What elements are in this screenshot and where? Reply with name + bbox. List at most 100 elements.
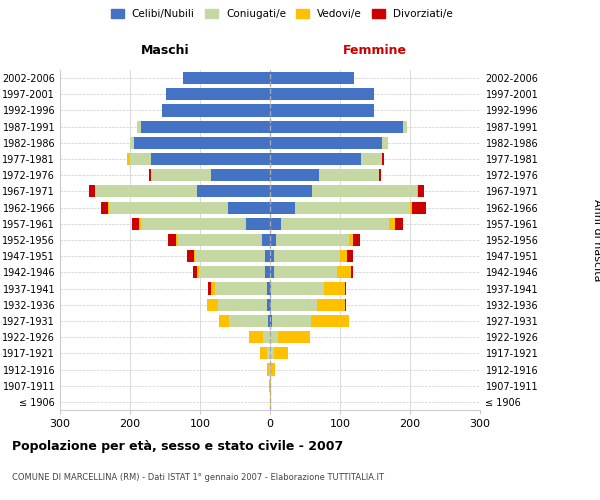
Bar (418, 186, 424, 198)
Bar (317, 298, 345, 311)
Bar (270, 88, 374, 101)
Bar (270, 315, 272, 327)
Bar (275, 234, 349, 246)
Bar (270, 364, 271, 376)
Bar (281, 218, 389, 230)
Bar (270, 186, 312, 198)
Bar (274, 250, 340, 262)
Bar (345, 282, 346, 294)
Bar (101, 202, 107, 213)
Bar (349, 234, 353, 246)
Bar (353, 234, 359, 246)
Bar (295, 202, 410, 213)
Bar (271, 282, 324, 294)
Bar (417, 186, 418, 198)
Bar (168, 234, 176, 246)
Bar (274, 266, 337, 278)
Bar (270, 266, 274, 278)
Bar (266, 298, 270, 311)
Bar (137, 120, 140, 132)
Bar (268, 315, 270, 327)
Bar (337, 266, 350, 278)
Bar (133, 137, 270, 149)
Bar (271, 364, 275, 376)
Bar (270, 234, 275, 246)
Bar (270, 104, 374, 117)
Bar (262, 234, 270, 246)
Bar (350, 266, 353, 278)
Bar (263, 331, 270, 343)
Bar (218, 298, 266, 311)
Bar (130, 153, 151, 165)
Bar (228, 202, 270, 213)
Bar (410, 202, 412, 213)
Legend: Celibi/Nubili, Coniugati/e, Vedovi/e, Divorziati/e: Celibi/Nubili, Coniugati/e, Vedovi/e, Di… (107, 5, 457, 24)
Bar (266, 364, 269, 376)
Bar (345, 298, 346, 311)
Bar (265, 250, 270, 262)
Bar (195, 250, 265, 262)
Text: Maschi: Maschi (140, 44, 190, 57)
Text: COMUNE DI MARCELLINA (RM) - Dati ISTAT 1° gennaio 2007 - Elaborazione TUTTITALIA: COMUNE DI MARCELLINA (RM) - Dati ISTAT 1… (12, 473, 384, 482)
Bar (270, 298, 271, 311)
Bar (265, 266, 270, 278)
Bar (140, 120, 270, 132)
Bar (412, 202, 426, 213)
Bar (107, 202, 109, 213)
Bar (324, 282, 345, 294)
Bar (382, 137, 388, 149)
Bar (270, 137, 382, 149)
Bar (270, 153, 361, 165)
Bar (151, 153, 270, 165)
Bar (197, 266, 199, 278)
Text: Popolazione per età, sesso e stato civile - 2007: Popolazione per età, sesso e stato civil… (12, 440, 343, 453)
Bar (269, 364, 270, 376)
Bar (361, 153, 382, 165)
Bar (211, 169, 270, 181)
Bar (182, 72, 270, 84)
Bar (140, 218, 245, 230)
Bar (132, 218, 139, 230)
Bar (270, 218, 281, 230)
Bar (266, 348, 270, 360)
Bar (211, 282, 215, 294)
Bar (270, 250, 274, 262)
Bar (270, 380, 271, 392)
Bar (219, 315, 229, 327)
Bar (194, 250, 195, 262)
Bar (109, 202, 228, 213)
Bar (178, 234, 262, 246)
Bar (278, 331, 310, 343)
Bar (270, 202, 295, 213)
Bar (389, 218, 395, 230)
Bar (127, 153, 130, 165)
Bar (187, 250, 194, 262)
Bar (260, 348, 266, 360)
Bar (270, 396, 271, 408)
Bar (270, 120, 403, 132)
Bar (176, 234, 178, 246)
Bar (208, 282, 211, 294)
Bar (197, 186, 270, 198)
Bar (270, 72, 354, 84)
Bar (274, 348, 287, 360)
Bar (249, 331, 263, 343)
Bar (270, 282, 271, 294)
Bar (269, 380, 270, 392)
Bar (151, 169, 211, 181)
Bar (270, 348, 274, 360)
Bar (245, 218, 270, 230)
Bar (139, 218, 140, 230)
Text: Anni di nascita: Anni di nascita (592, 198, 600, 281)
Bar (199, 266, 265, 278)
Bar (340, 250, 347, 262)
Bar (149, 169, 151, 181)
Bar (395, 218, 403, 230)
Bar (166, 88, 270, 101)
Bar (215, 282, 267, 294)
Bar (347, 250, 353, 262)
Text: Femmine: Femmine (343, 44, 407, 57)
Bar (272, 315, 311, 327)
Bar (130, 137, 133, 149)
Bar (229, 315, 268, 327)
